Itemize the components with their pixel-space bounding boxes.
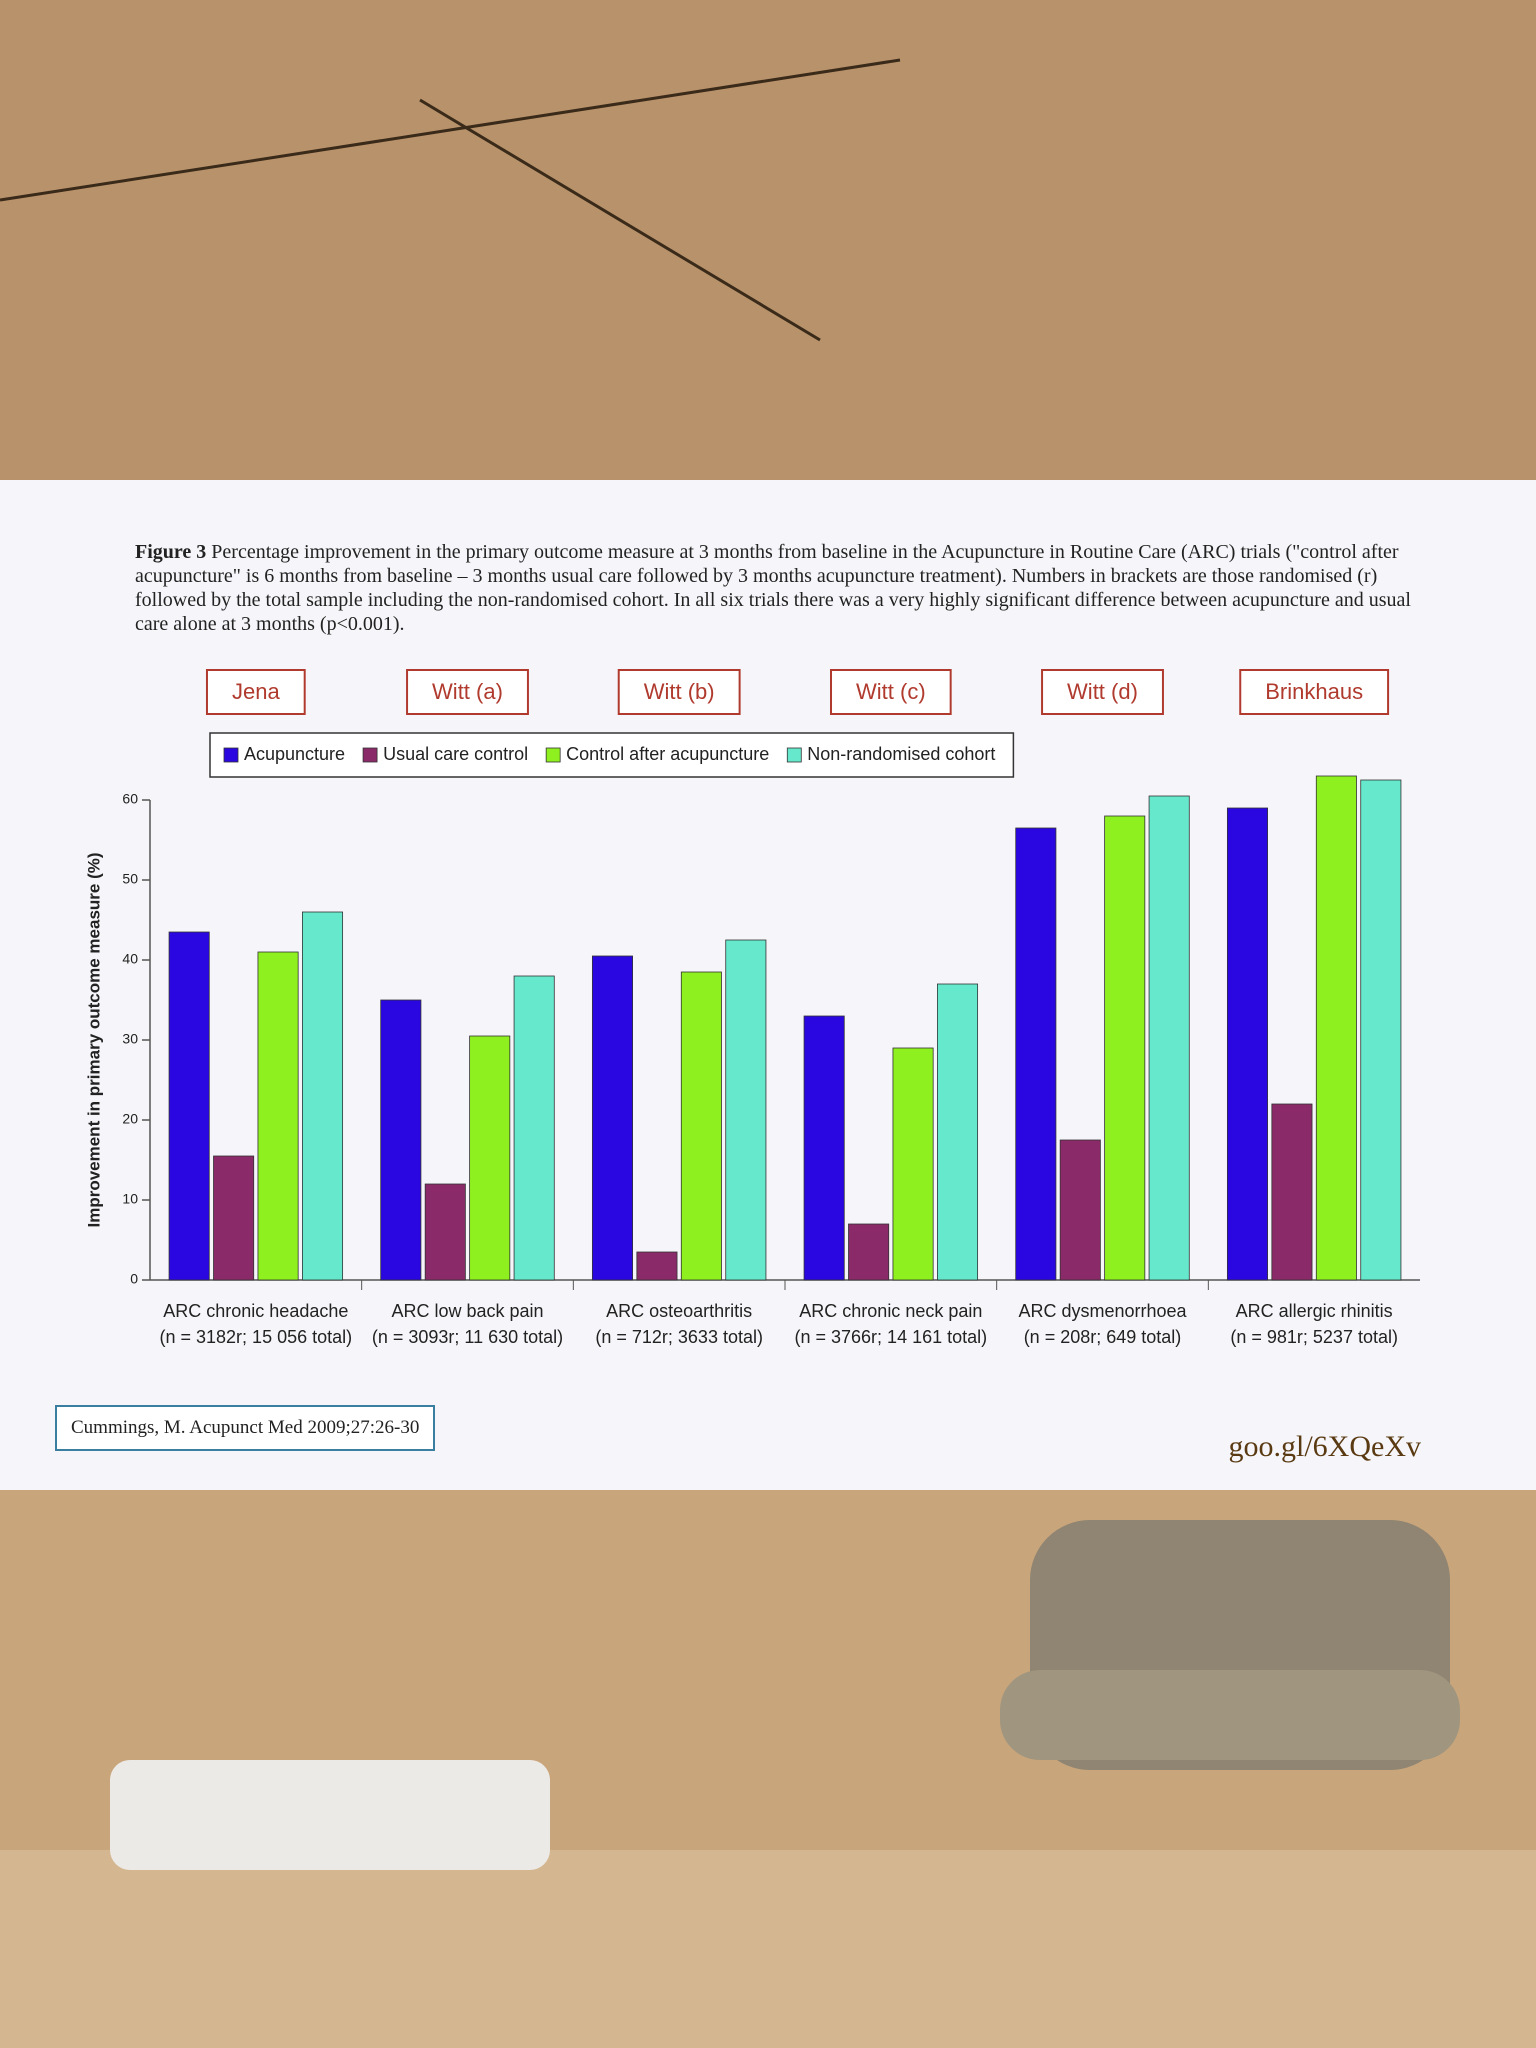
chart: Improvement in primary outcome measure (… bbox=[84, 669, 1420, 1347]
projector bbox=[110, 1760, 550, 1870]
bar bbox=[680, 971, 722, 1281]
bar bbox=[1148, 795, 1190, 1281]
legend-box bbox=[209, 732, 1015, 778]
bar bbox=[1360, 779, 1402, 1281]
citation: Cummings, M. Acupunct Med 2009;27:26-30 bbox=[55, 1405, 436, 1451]
x-tick-label: ARC dysmenorrhoea bbox=[1018, 1301, 1187, 1321]
bar bbox=[301, 911, 344, 1281]
bar bbox=[591, 955, 634, 1281]
y-tick-label: 60 bbox=[122, 791, 138, 807]
x-tick-label: ARC osteoarthritis bbox=[606, 1301, 752, 1321]
trial-box bbox=[617, 669, 741, 715]
bar bbox=[848, 1223, 890, 1281]
caption-text: Percentage improvement in the primary ou… bbox=[135, 541, 1411, 635]
trial-box bbox=[830, 669, 952, 715]
bar bbox=[1015, 827, 1057, 1281]
y-tick-label: 40 bbox=[122, 951, 138, 967]
bar bbox=[1226, 807, 1268, 1281]
trial-label: Jena bbox=[232, 679, 280, 704]
bar bbox=[513, 975, 555, 1281]
x-tick-label: ARC allergic rhinitis bbox=[1236, 1301, 1393, 1321]
x-tick-label: ARC chronic neck pain bbox=[799, 1301, 982, 1321]
trial-box bbox=[205, 669, 306, 715]
bar bbox=[1059, 1139, 1101, 1281]
legend-swatch bbox=[362, 747, 378, 763]
bar bbox=[1271, 1103, 1313, 1281]
y-tick-label: 10 bbox=[122, 1191, 138, 1207]
figure-label: Figure 3 bbox=[135, 541, 207, 563]
bar bbox=[257, 951, 299, 1281]
x-tick-label: ARC low back pain bbox=[391, 1301, 543, 1321]
y-tick-label: 50 bbox=[122, 871, 138, 887]
trial-label: Brinkhaus bbox=[1265, 679, 1363, 704]
trial-box bbox=[406, 669, 529, 715]
x-tick-sublabel: (n = 3093r; 11 630 total) bbox=[372, 1327, 563, 1347]
trial-label: Witt (a) bbox=[432, 679, 503, 704]
slide bbox=[0, 480, 1536, 1490]
x-tick-sublabel: (n = 208r; 649 total) bbox=[1024, 1327, 1182, 1347]
y-axis-label: Improvement in primary outcome measure (… bbox=[84, 852, 103, 1227]
trial-box bbox=[1239, 669, 1390, 715]
x-tick-sublabel: (n = 712r; 3633 total) bbox=[595, 1327, 763, 1347]
x-tick-sublabel: (n = 981r; 5237 total) bbox=[1230, 1327, 1398, 1347]
ceiling bbox=[0, 0, 1536, 480]
floor bbox=[0, 1850, 1536, 2048]
legend-swatch bbox=[545, 747, 561, 763]
legend-label: Control after acupuncture bbox=[566, 744, 769, 764]
x-tick-sublabel: (n = 3182r; 15 056 total) bbox=[160, 1327, 353, 1347]
bar bbox=[725, 939, 767, 1281]
y-tick-label: 20 bbox=[122, 1111, 138, 1127]
bar bbox=[1315, 775, 1357, 1281]
legend-swatch bbox=[223, 747, 239, 763]
bar bbox=[892, 1047, 934, 1281]
bar bbox=[469, 1035, 511, 1281]
bar bbox=[424, 1183, 466, 1281]
source-link: goo.gl/6XQeXv bbox=[1228, 1430, 1421, 1463]
legend-swatch bbox=[786, 747, 802, 763]
caption: Figure 3 Percentage improvement in the p… bbox=[135, 540, 1425, 636]
trial-label: Witt (b) bbox=[644, 679, 715, 704]
legend-label: Non-randomised cohort bbox=[807, 744, 995, 764]
trial-box bbox=[1041, 669, 1164, 715]
trial-label: Witt (d) bbox=[1067, 679, 1138, 704]
bar bbox=[803, 1015, 845, 1281]
legend-label: Acupuncture bbox=[244, 744, 345, 764]
ceiling-seam bbox=[419, 98, 821, 342]
y-tick-label: 30 bbox=[122, 1031, 138, 1047]
bar bbox=[937, 983, 979, 1281]
x-tick-label: ARC chronic headache bbox=[163, 1301, 348, 1321]
bar bbox=[168, 931, 210, 1281]
y-tick-label: 0 bbox=[130, 1271, 138, 1287]
bar bbox=[1104, 815, 1146, 1281]
bar bbox=[636, 1251, 678, 1281]
bar bbox=[213, 1155, 255, 1281]
trial-label: Witt (c) bbox=[856, 679, 926, 704]
chair-seat bbox=[1000, 1670, 1460, 1760]
ceiling-seam bbox=[0, 58, 901, 202]
bar bbox=[380, 999, 422, 1281]
x-tick-sublabel: (n = 3766r; 14 161 total) bbox=[795, 1327, 988, 1347]
legend-label: Usual care control bbox=[383, 744, 528, 764]
